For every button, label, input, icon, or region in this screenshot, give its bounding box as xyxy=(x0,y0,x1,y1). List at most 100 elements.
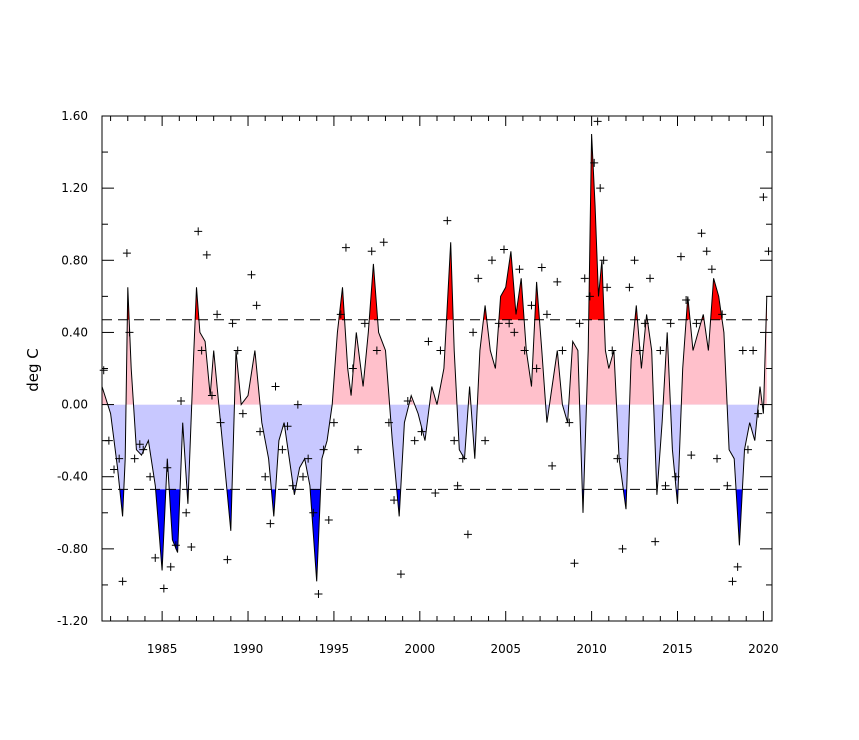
data-point xyxy=(505,319,514,328)
x-tick-label: 1995 xyxy=(319,642,350,656)
data-point xyxy=(417,427,426,436)
data-point xyxy=(575,319,584,328)
data-point xyxy=(728,577,737,586)
data-point xyxy=(171,541,180,550)
data-point xyxy=(558,346,567,355)
data-point xyxy=(293,400,302,409)
data-point xyxy=(625,283,634,292)
data-point xyxy=(450,436,459,445)
y-tick-label: -1.20 xyxy=(57,614,88,628)
data-point xyxy=(570,559,579,568)
data-point xyxy=(159,584,168,593)
data-point xyxy=(585,292,594,301)
x-tick-label: 2015 xyxy=(662,642,693,656)
data-point xyxy=(599,256,608,265)
data-point xyxy=(336,310,345,319)
data-point xyxy=(424,337,433,346)
data-point xyxy=(453,481,462,490)
data-point xyxy=(228,319,237,328)
smoothed-series-line xyxy=(101,133,768,582)
y-axis-title: deg C xyxy=(24,348,42,392)
data-point xyxy=(656,346,665,355)
data-point xyxy=(630,256,639,265)
data-point xyxy=(135,440,144,449)
data-point xyxy=(436,346,445,355)
data-point xyxy=(759,193,768,202)
data-point xyxy=(271,382,280,391)
data-point xyxy=(299,472,307,481)
data-point xyxy=(207,391,216,400)
data-point xyxy=(410,436,419,445)
data-point xyxy=(718,310,727,319)
data-point xyxy=(527,301,536,310)
data-point xyxy=(390,496,399,505)
data-point xyxy=(309,508,318,517)
x-tick-label: 2020 xyxy=(748,642,779,656)
data-point xyxy=(288,481,297,490)
data-point xyxy=(130,454,139,463)
data-point xyxy=(324,516,333,524)
data-point xyxy=(283,422,292,431)
data-point xyxy=(651,537,660,546)
data-point xyxy=(314,589,323,598)
data-point xyxy=(110,465,119,474)
data-point xyxy=(360,319,369,328)
data-point xyxy=(500,245,508,254)
data-point xyxy=(469,328,478,337)
data-point xyxy=(687,451,696,460)
data-point xyxy=(666,319,675,328)
data-point xyxy=(463,530,472,539)
data-point xyxy=(261,472,270,481)
data-point xyxy=(367,247,376,256)
data-point xyxy=(640,319,649,328)
data-point xyxy=(384,418,393,427)
data-point xyxy=(707,265,716,274)
y-tick-label: 0.40 xyxy=(61,325,88,339)
data-point xyxy=(494,319,503,328)
data-point xyxy=(213,310,222,319)
data-point xyxy=(553,277,562,286)
data-point xyxy=(458,454,467,463)
data-point xyxy=(247,270,256,279)
data-point xyxy=(713,454,722,463)
y-tick-label: -0.80 xyxy=(57,542,88,556)
data-point xyxy=(603,283,612,292)
data-point xyxy=(353,445,362,454)
data-point xyxy=(403,396,412,405)
data-point xyxy=(510,328,519,337)
x-tick-label: 2005 xyxy=(490,642,521,656)
data-point xyxy=(151,553,160,562)
data-point xyxy=(646,274,655,283)
data-point xyxy=(223,555,232,564)
data-point xyxy=(187,543,196,552)
data-point xyxy=(122,249,131,258)
data-point xyxy=(118,577,127,586)
x-tick-label: 1985 xyxy=(147,642,178,656)
data-point xyxy=(608,346,617,355)
data-point xyxy=(304,454,313,463)
data-point xyxy=(238,409,247,418)
data-point xyxy=(474,274,483,283)
data-point xyxy=(256,427,265,436)
data-point xyxy=(682,295,691,304)
data-point xyxy=(733,562,742,571)
data-point xyxy=(379,238,388,247)
monthly-points xyxy=(99,117,773,598)
data-point xyxy=(443,216,452,225)
data-point xyxy=(764,247,773,256)
y-tick-label: 0.00 xyxy=(61,398,88,412)
data-point xyxy=(520,346,529,355)
data-point xyxy=(319,445,328,454)
data-point xyxy=(431,488,440,497)
data-point xyxy=(661,481,670,490)
data-point xyxy=(177,396,186,405)
data-point xyxy=(596,184,605,193)
data-point xyxy=(635,346,644,355)
data-point xyxy=(702,247,711,256)
x-tick-label: 2010 xyxy=(576,642,607,656)
data-point xyxy=(590,158,599,167)
data-point xyxy=(139,445,148,454)
data-point xyxy=(537,263,546,272)
data-point xyxy=(676,252,685,261)
data-point xyxy=(723,481,732,490)
